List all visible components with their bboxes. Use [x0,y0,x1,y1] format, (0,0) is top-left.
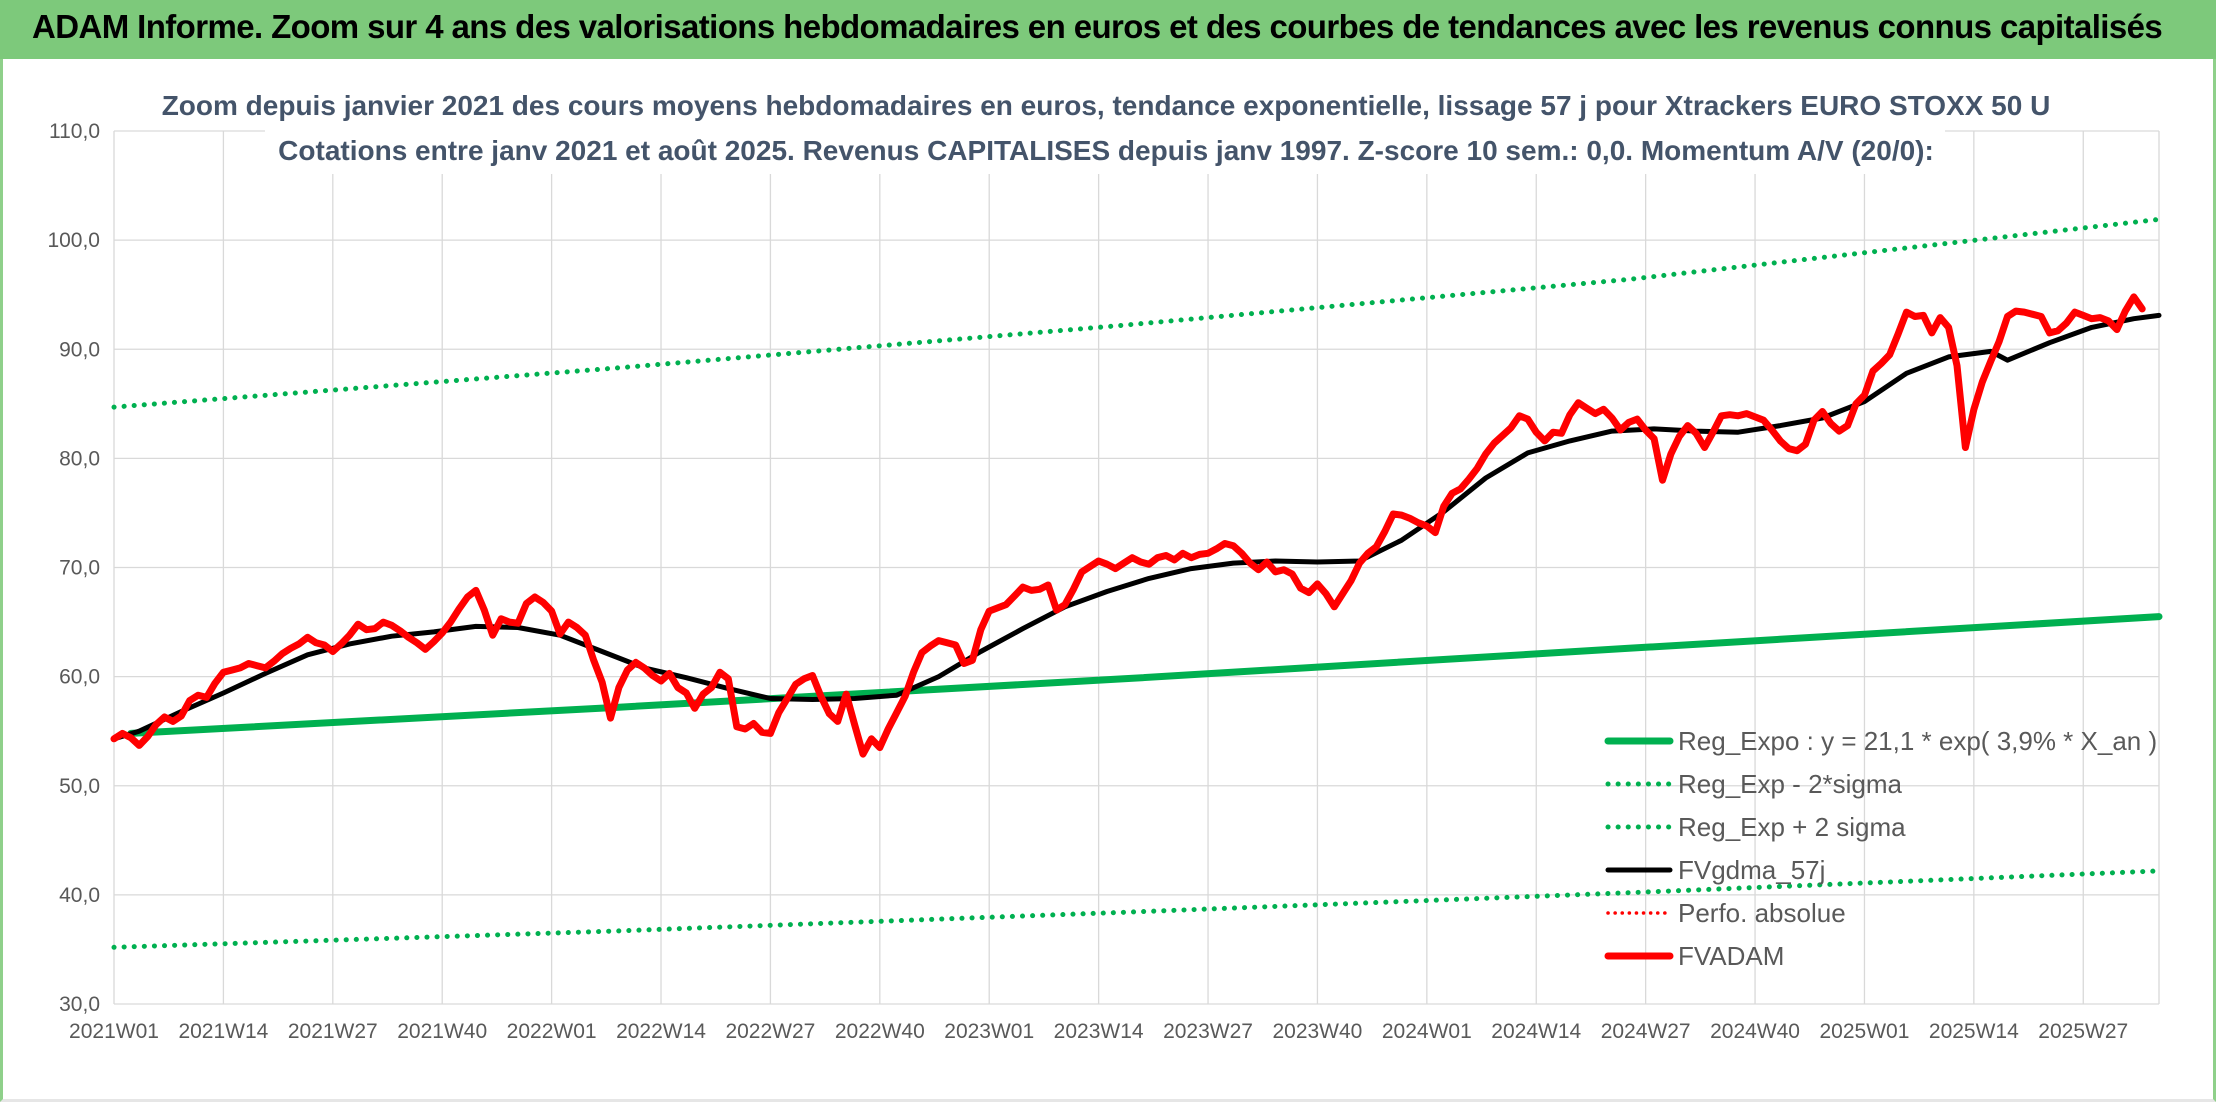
series-line-fvadam [110,293,2146,758]
x-tick-label: 2024W27 [1601,1020,1691,1043]
report-title: ADAM Informe. Zoom sur 4 ans des valoris… [32,8,2163,45]
x-tick-label: 2025W01 [1819,1020,1909,1043]
x-tick-label: 2021W01 [69,1020,159,1043]
legend-label: Reg_Exp - 2*sigma [1678,769,1903,799]
y-tick-label: 70,0 [59,557,100,580]
legend-label: FVgdma_57j [1678,855,1825,885]
series-line-reg-exp-2-sigma [111,216,2162,410]
x-tick-label: 2022W14 [616,1020,706,1043]
x-tick-label: 2022W27 [725,1020,815,1043]
x-tick-label: 2024W01 [1382,1020,1472,1043]
x-tick-label: 2022W40 [835,1020,925,1043]
x-tick-label: 2024W40 [1710,1020,1800,1043]
x-tick-label: 2021W14 [178,1020,268,1043]
legend-label: Reg_Expo : y = 21,1 * exp( 3,9% * X_an ) [1678,726,2157,756]
y-tick-label: 90,0 [59,338,100,361]
header-band: ADAM Informe. Zoom sur 4 ans des valoris… [0,0,2216,59]
chart-area: 30,0 40,0 50,0 60,0 70,0 80,0 90,0 100,0 110,0 20… [0,59,2216,1102]
y-tick-label: 60,0 [59,666,100,689]
x-tick-label: 2023W14 [1054,1020,1144,1043]
series-line-reg-exp-2-sigma [111,868,2162,950]
y-tick-label: 30,0 [59,993,100,1016]
x-tick-label: 2025W27 [2038,1020,2128,1043]
chart-svg: 30,0 40,0 50,0 60,0 70,0 80,0 90,0 100,0 110,0 20… [47,79,2163,1043]
x-tick-label: 2021W27 [288,1020,378,1043]
chart-title-line: Zoom depuis janvier 2021 des cours moyen… [162,90,2051,121]
y-tick-label: 100,0 [47,229,100,252]
y-tick-label: 50,0 [59,775,100,798]
y-tick-label: 40,0 [59,884,100,907]
x-tick-label: 2023W40 [1272,1020,1362,1043]
legend-label: FVADAM [1678,941,1784,971]
y-tick-label: 80,0 [59,447,100,470]
x-tick-label: 2024W14 [1491,1020,1581,1043]
legend-label: Perfo. absolue [1678,898,1846,928]
series-line-reg-expo-y-21-1-exp-3-9-x-an [127,613,2163,737]
x-tick-label: 2022W01 [507,1020,597,1043]
legend-label: Reg_Exp + 2 sigma [1678,812,1906,842]
chart-title-line: Cotations entre janv 2021 et août 2025. … [278,135,1934,166]
x-tick-label: 2023W27 [1163,1020,1253,1043]
x-tick-label: 2023W01 [944,1020,1034,1043]
x-tick-label: 2021W40 [397,1020,487,1043]
chart-title-box [265,79,1945,174]
y-tick-label: 110,0 [49,120,100,143]
x-tick-label: 2025W14 [1929,1020,2019,1043]
